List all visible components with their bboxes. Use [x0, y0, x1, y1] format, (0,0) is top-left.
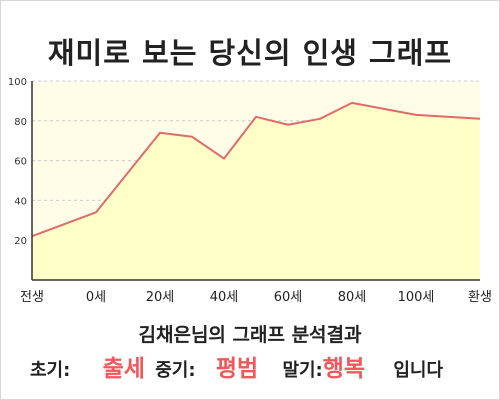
x-tick-label: 20세 [146, 290, 175, 305]
y-tick-label: 80 [14, 117, 27, 128]
early-label: 초기: [30, 360, 71, 381]
y-tick-labels: 20 40 60 80 100 [8, 77, 27, 247]
x-tick-label: 전생 [20, 290, 44, 305]
ending-text: 입니다 [393, 360, 444, 381]
y-tick-label: 20 [14, 236, 27, 247]
y-tick-label: 40 [14, 196, 27, 207]
early-value: 출세 [102, 356, 145, 382]
life-area [32, 102, 480, 280]
life-line [31, 101, 481, 238]
x-tick-label: 100세 [398, 290, 435, 305]
axes [31, 81, 480, 281]
y-tick-label: 60 [14, 157, 27, 168]
x-tick-label: 0세 [86, 290, 106, 305]
x-tick-label: 40세 [210, 290, 239, 305]
chart-title: 재미로 보는 당신의 인생 그래프 [47, 36, 453, 70]
analysis-title: 김채은님의 그래프 분석결과 [138, 324, 362, 346]
late-value: 행복 [322, 356, 366, 382]
x-tick-labels: 전생 0세 20세 40세 60세 80세 100세 환생 [20, 290, 492, 305]
x-tick-label: 80세 [338, 290, 367, 305]
x-tick-label: 60세 [274, 290, 303, 305]
y-tick-label: 100 [8, 77, 27, 88]
middle-value: 평범 [215, 356, 259, 382]
analysis-result: 초기: 출세 중기: 평범 말기:행복 입니다 [30, 349, 490, 383]
middle-label: 중기: [155, 360, 196, 381]
late-label: 말기: [282, 360, 323, 381]
x-tick-label: 환생 [468, 290, 492, 305]
